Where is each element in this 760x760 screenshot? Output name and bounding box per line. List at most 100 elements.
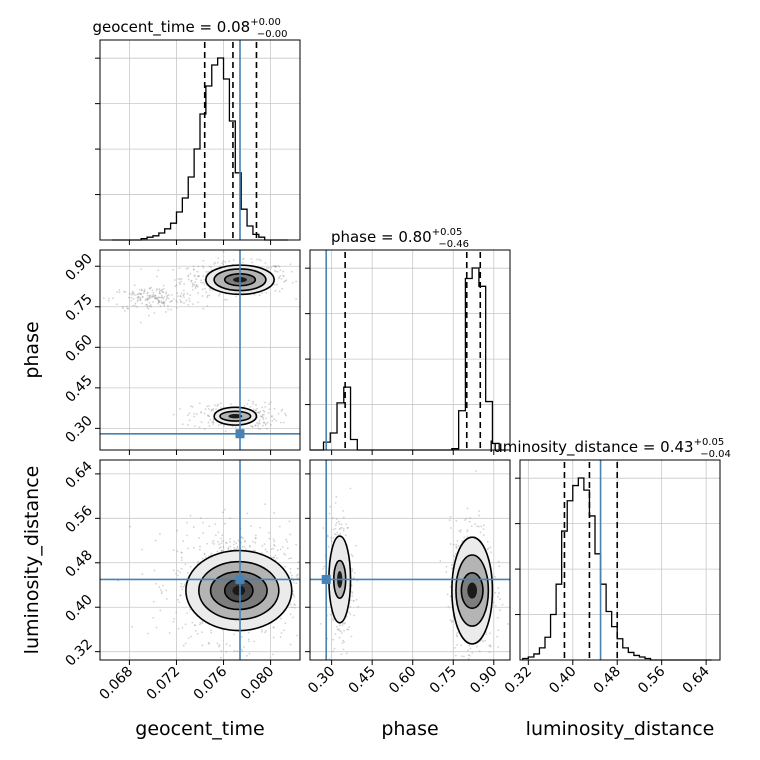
sample-point	[237, 539, 240, 542]
sample-point	[140, 268, 143, 270]
sample-point	[279, 274, 282, 277]
sample-point	[339, 624, 342, 627]
sample-point	[139, 298, 142, 301]
sample-point	[190, 405, 192, 408]
sample-point	[154, 539, 157, 542]
sample-point	[350, 635, 353, 638]
sample-point	[283, 629, 286, 632]
sample-point	[202, 307, 205, 310]
sample-point	[205, 270, 208, 273]
sample-point	[338, 523, 341, 525]
sample-point	[194, 287, 197, 289]
sample-point	[335, 495, 338, 498]
sample-point	[130, 293, 133, 296]
sample-point	[267, 531, 270, 534]
sample-point	[506, 623, 509, 625]
sample-point	[206, 542, 209, 545]
sample-point	[174, 285, 177, 288]
sample-point	[251, 426, 254, 428]
sample-point	[306, 600, 308, 602]
sample-point	[334, 633, 337, 636]
sample-point	[162, 301, 165, 303]
sample-point	[281, 408, 284, 411]
sample-point	[216, 404, 219, 407]
sample-point	[295, 582, 298, 585]
sample-point	[241, 546, 244, 548]
sample-point	[144, 304, 147, 306]
sample-point	[150, 295, 153, 298]
sample-point	[284, 412, 287, 415]
sample-point	[167, 308, 169, 311]
sample-point	[207, 270, 210, 273]
sample-point	[295, 280, 298, 283]
sample-point	[353, 614, 355, 617]
sample-point	[260, 259, 262, 262]
sample-point	[252, 549, 255, 552]
sample-point	[210, 631, 213, 634]
y-tick-label: 0.45	[62, 372, 95, 405]
sample-point	[142, 292, 145, 295]
sample-point	[264, 503, 266, 506]
sample-point	[132, 304, 134, 307]
sample-point	[183, 583, 186, 586]
sample-point	[187, 267, 189, 269]
sample-point	[494, 591, 497, 594]
sample-point	[466, 530, 469, 533]
sample-point	[247, 638, 250, 641]
sample-point	[204, 287, 206, 290]
sample-point	[218, 293, 221, 295]
sample-point	[125, 305, 128, 308]
sample-point	[259, 526, 261, 529]
sample-point	[235, 295, 238, 298]
sample-point	[260, 416, 263, 418]
sample-point	[208, 525, 211, 528]
sample-point	[295, 574, 298, 577]
sample-point	[220, 650, 223, 652]
sample-point	[501, 603, 504, 606]
panel-frame	[309, 249, 511, 451]
sample-point	[150, 305, 153, 308]
sample-point	[186, 414, 189, 417]
sample-point	[198, 426, 201, 429]
sample-point	[255, 404, 257, 406]
panel-title-luminosity_distance: luminosity_distance = 0.43+0.05 −0.04	[489, 437, 731, 460]
sample-point	[289, 603, 292, 606]
sample-point	[162, 297, 165, 300]
sample-point	[165, 597, 168, 600]
sample-point	[470, 525, 473, 528]
sample-point	[496, 616, 499, 619]
sample-point	[148, 301, 151, 304]
sample-point	[166, 297, 168, 300]
sample-point	[182, 296, 185, 299]
sample-point	[172, 569, 175, 572]
sample-point	[199, 622, 202, 624]
sample-point	[292, 616, 294, 619]
sample-point	[292, 594, 295, 597]
sample-point	[202, 266, 205, 269]
x-axis-label-geocent_time: geocent_time	[135, 718, 264, 740]
sample-point	[229, 517, 232, 520]
sample-point	[134, 294, 136, 296]
sample-point	[189, 565, 192, 568]
sample-point	[212, 421, 215, 424]
sample-point	[208, 405, 210, 407]
sample-point	[206, 294, 209, 297]
sample-point	[217, 403, 220, 406]
sample-point	[155, 297, 158, 299]
sample-point	[264, 401, 266, 404]
sample-point	[203, 553, 206, 556]
sample-point	[453, 555, 456, 558]
sample-point	[157, 299, 160, 302]
sample-point	[278, 525, 281, 528]
sample-point	[300, 528, 302, 530]
sample-point	[203, 552, 206, 555]
sample-point	[263, 421, 266, 424]
sample-point	[171, 293, 173, 296]
sample-point	[220, 549, 223, 552]
sample-point	[296, 634, 299, 637]
sample-point	[148, 305, 151, 308]
y-axis-label-phase: phase	[21, 321, 43, 378]
sample-point	[271, 415, 273, 417]
sample-point	[459, 531, 462, 533]
sample-point	[489, 645, 492, 648]
